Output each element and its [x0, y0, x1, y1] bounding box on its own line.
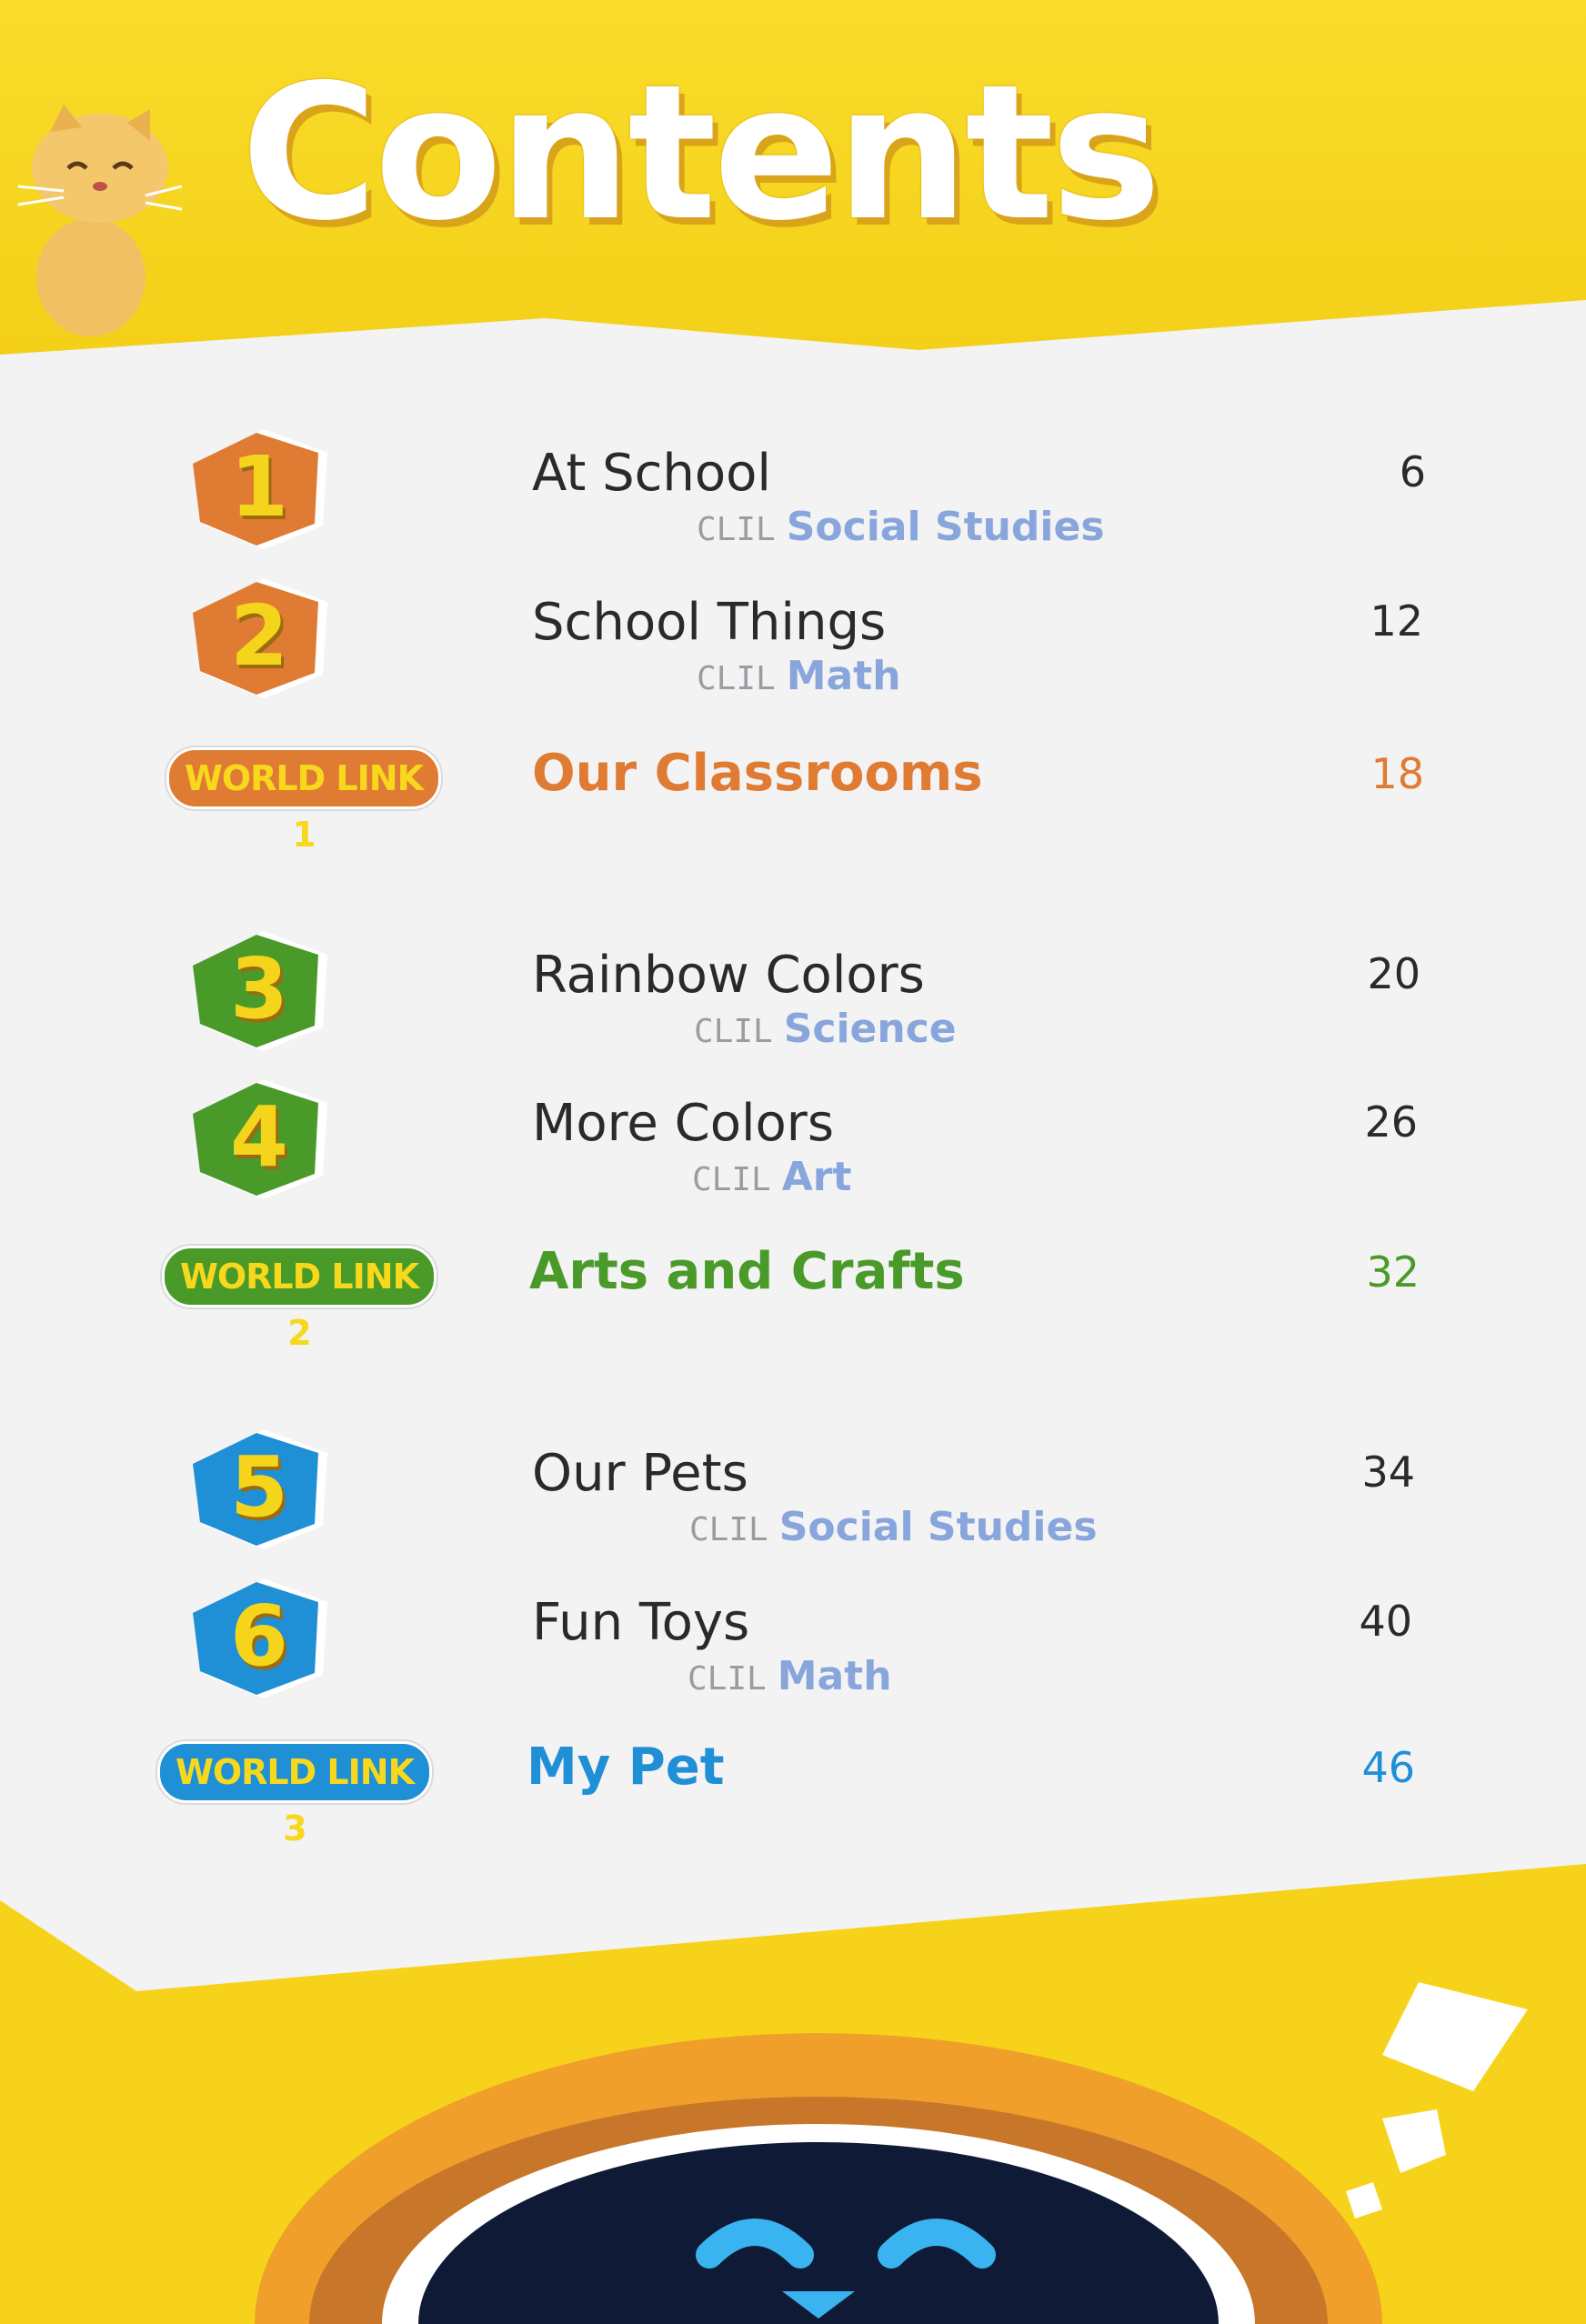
hexagon-icon — [193, 429, 327, 549]
unit-title[interactable]: Fun Toys — [532, 1593, 750, 1652]
clil-line: CLIL Math — [688, 1653, 892, 1699]
clil-subject: Art — [781, 1154, 852, 1200]
clil-subject: Social Studies — [786, 504, 1105, 550]
unit-number: 3 — [229, 940, 288, 1037]
clil-label: CLIL — [689, 1511, 768, 1548]
page-number: 18 — [1370, 749, 1424, 798]
clil-label: CLIL — [688, 1660, 767, 1698]
unit-number: 1 — [229, 438, 288, 536]
unit-number-badge: 1 — [191, 426, 336, 553]
hexagon-icon — [193, 1079, 327, 1199]
hexagon-icon — [193, 578, 327, 698]
clil-line: CLIL Social Studies — [697, 504, 1105, 550]
page-number: 32 — [1366, 1247, 1420, 1297]
unit-number: 6 — [229, 1588, 288, 1685]
unit-title[interactable]: More Colors — [532, 1094, 835, 1153]
unit-number-badge: 5 — [191, 1426, 336, 1553]
unit-title[interactable]: Our Pets — [532, 1444, 748, 1503]
page-number: 26 — [1364, 1097, 1418, 1147]
hexagon-icon — [193, 1429, 327, 1549]
clil-subject: Social Studies — [778, 1504, 1098, 1550]
page-number: 34 — [1361, 1447, 1415, 1497]
clil-label: CLIL — [694, 1013, 773, 1050]
world-link-badge: WORLD LINK 3 — [157, 1741, 432, 1848]
unit-number-badge: 4 — [191, 1076, 336, 1203]
clil-label: CLIL — [697, 511, 776, 548]
unit-number-badge: 2 — [191, 575, 336, 702]
robot-illustration — [255, 1982, 1528, 2324]
unit-number: 4 — [229, 1088, 288, 1186]
clil-subject: Math — [786, 653, 901, 699]
unit-number: 5 — [229, 1438, 288, 1536]
unit-number-badge: 3 — [191, 927, 336, 1055]
page-number: 12 — [1370, 596, 1423, 646]
clil-line: CLIL Math — [697, 653, 901, 699]
unit-title[interactable]: School Things — [532, 593, 887, 652]
world-link-badge: WORLD LINK 2 — [162, 1246, 437, 1353]
clil-line: CLIL Art — [692, 1154, 852, 1200]
page-number: 6 — [1399, 447, 1426, 496]
unit-number-badge: 6 — [191, 1575, 336, 1702]
world-link-title[interactable]: Our Classrooms — [532, 744, 983, 803]
unit-title[interactable]: At School — [532, 444, 771, 503]
page-number: 46 — [1361, 1743, 1415, 1792]
unit-number: 2 — [229, 587, 288, 685]
clil-line: CLIL Social Studies — [689, 1504, 1098, 1550]
clil-subject: Science — [783, 1006, 957, 1052]
clil-line: CLIL Science — [694, 1006, 957, 1052]
page-number: 20 — [1367, 949, 1420, 998]
clil-label: CLIL — [692, 1161, 771, 1198]
page-title: Contents — [241, 45, 1161, 262]
clil-label: CLIL — [697, 660, 776, 697]
unit-title[interactable]: Rainbow Colors — [532, 946, 925, 1005]
hexagon-icon — [193, 1578, 327, 1698]
hexagon-icon — [193, 931, 327, 1051]
world-link-badge: WORLD LINK 1 — [166, 747, 441, 855]
clil-subject: Math — [777, 1653, 892, 1699]
header-background — [0, 0, 1586, 382]
world-link-title[interactable]: Arts and Crafts — [529, 1242, 965, 1301]
page-number: 40 — [1359, 1597, 1412, 1646]
world-link-title[interactable]: My Pet — [527, 1738, 725, 1797]
cat-illustration — [17, 105, 182, 336]
